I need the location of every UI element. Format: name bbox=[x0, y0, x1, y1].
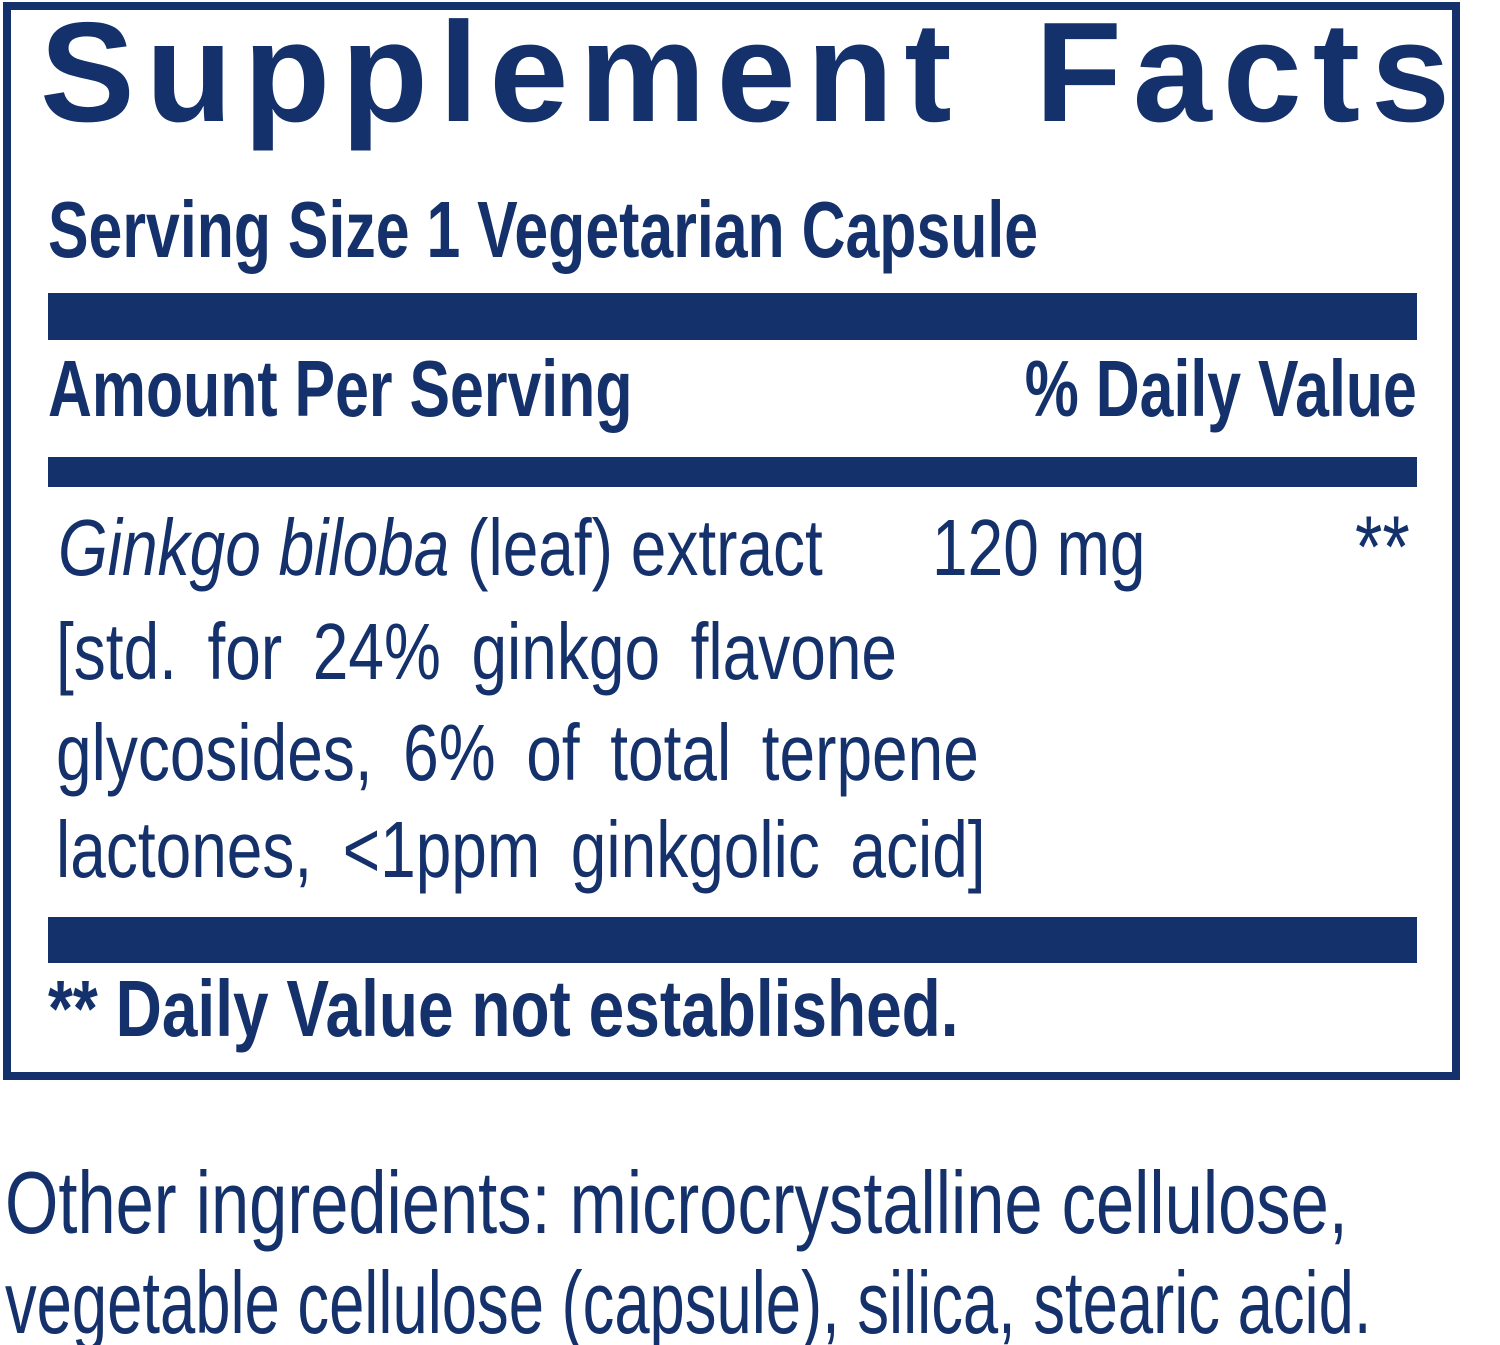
ingredient-detail-line: [std. for 24% ginkgo flavone bbox=[56, 607, 898, 696]
ingredient-daily-value: ** bbox=[1355, 497, 1410, 596]
divider-bar-top bbox=[48, 293, 1417, 340]
other-ingredients-line-1: Other ingredients: microcrystalline cell… bbox=[5, 1153, 1348, 1252]
divider-bar-bottom bbox=[48, 917, 1417, 963]
daily-value-footnote: ** Daily Value not established. bbox=[48, 964, 959, 1053]
supplement-facts-panel bbox=[3, 2, 1460, 1080]
column-header-daily-value: % Daily Value bbox=[1024, 344, 1417, 433]
ingredient-detail-line: lactones, <1ppm ginkgolic acid] bbox=[56, 805, 986, 894]
panel-title: Supplement Facts bbox=[40, 0, 1462, 152]
other-ingredients-line-2: vegetable cellulose (capsule), silica, s… bbox=[5, 1253, 1372, 1345]
ingredient-name: Ginkgo biloba (leaf) extract bbox=[58, 508, 823, 588]
ingredient-name-rest: (leaf) extract bbox=[467, 503, 823, 592]
divider-bar-middle bbox=[48, 457, 1417, 487]
ingredient-detail-line: glycosides, 6% of total terpene bbox=[56, 708, 979, 797]
column-header-amount-per-serving: Amount Per Serving bbox=[48, 344, 633, 433]
ingredient-amount: 120 mg bbox=[932, 503, 1146, 592]
serving-size-line: Serving Size 1 Vegetarian Capsule bbox=[48, 185, 1039, 274]
ingredient-name-latin: Ginkgo biloba bbox=[58, 503, 450, 592]
